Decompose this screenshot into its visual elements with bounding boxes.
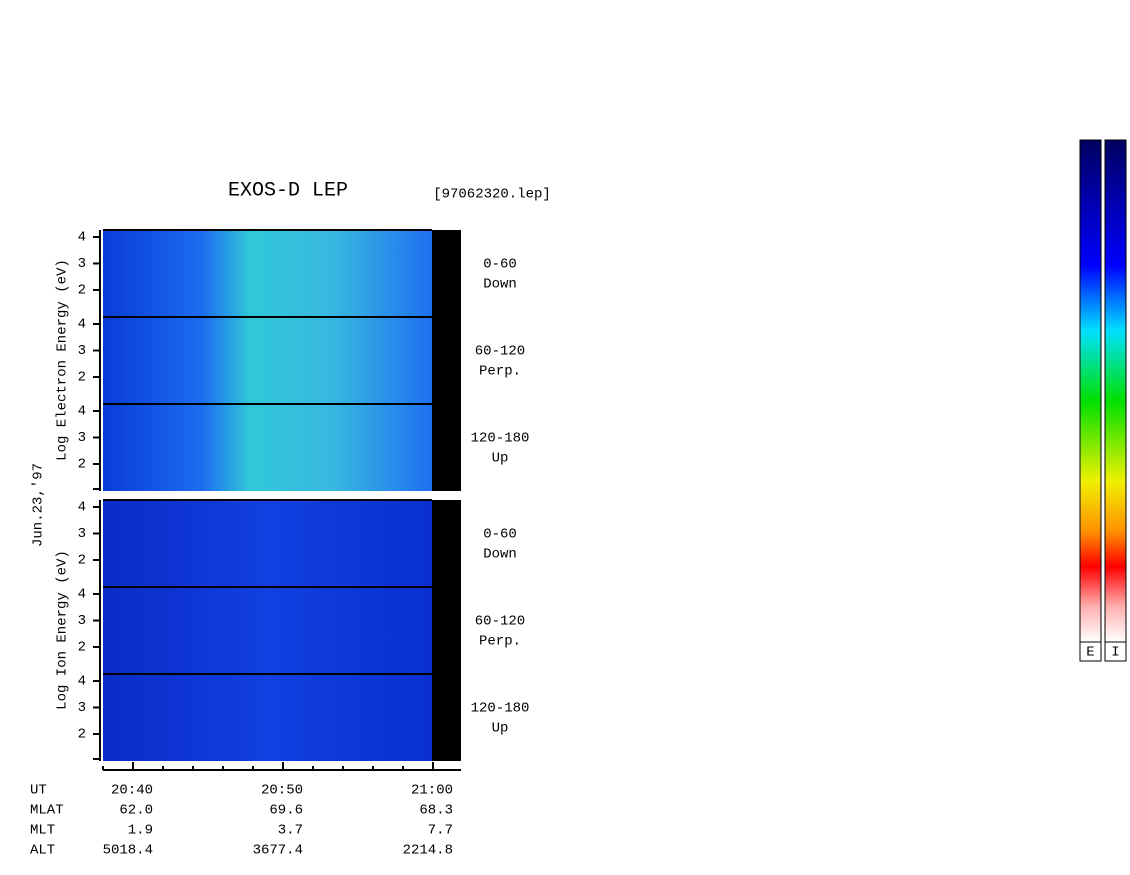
y-tick-label: 4 bbox=[78, 317, 86, 333]
ephemeris-label: MLAT bbox=[30, 803, 64, 819]
spectrogram bbox=[103, 230, 432, 317]
no-data bbox=[432, 500, 461, 587]
y-tick-label: 3 bbox=[78, 613, 86, 629]
ephemeris-value: 5018.4 bbox=[103, 843, 153, 859]
y-tick-label: 3 bbox=[78, 256, 86, 272]
color-bar-label: E bbox=[1086, 645, 1094, 661]
y-tick-label: 4 bbox=[78, 500, 86, 516]
ephemeris-value: 2214.8 bbox=[403, 843, 453, 859]
pitch-direction: Up bbox=[492, 721, 509, 737]
spectrogram bbox=[103, 587, 432, 674]
ephemeris-value: 1.9 bbox=[128, 823, 153, 839]
ephemeris-value: 62.0 bbox=[119, 803, 153, 819]
color-bar bbox=[1079, 139, 1102, 643]
ephemeris-value: 20:50 bbox=[261, 783, 303, 799]
pitch-direction: Perp. bbox=[479, 364, 521, 380]
color-bar bbox=[1104, 139, 1127, 643]
electron-axis-label: Log Electron Energy (eV) bbox=[55, 259, 71, 461]
y-tick-label: 2 bbox=[78, 457, 86, 473]
color-bar-box bbox=[1079, 641, 1102, 662]
pitch-range: 120-180 bbox=[471, 431, 530, 447]
spectrogram bbox=[103, 674, 432, 761]
y-tick-label: 3 bbox=[78, 526, 86, 542]
spectrogram bbox=[103, 404, 432, 491]
ephemeris-value: 3677.4 bbox=[253, 843, 303, 859]
y-tick-label: 2 bbox=[78, 370, 86, 386]
color-bar-label: I bbox=[1111, 645, 1119, 661]
title: EXOS-D LEP bbox=[228, 179, 348, 202]
ion-axis-label: Log Ion Energy (eV) bbox=[55, 550, 71, 710]
no-data bbox=[432, 674, 461, 761]
pitch-direction: Down bbox=[483, 547, 517, 563]
color-bar-box bbox=[1104, 641, 1127, 662]
ephemeris-label: ALT bbox=[30, 843, 55, 859]
y-tick-label: 4 bbox=[78, 587, 86, 603]
no-data bbox=[432, 317, 461, 404]
pitch-direction: Perp. bbox=[479, 634, 521, 650]
ephemeris-value: 7.7 bbox=[428, 823, 453, 839]
y-tick-label: 2 bbox=[78, 553, 86, 569]
ephemeris-value: 69.6 bbox=[269, 803, 303, 819]
pitch-direction: Down bbox=[483, 277, 517, 293]
pitch-range: 0-60 bbox=[483, 257, 517, 273]
pitch-range: 0-60 bbox=[483, 527, 517, 543]
file-name: [97062320.lep] bbox=[433, 187, 551, 203]
pitch-range: 60-120 bbox=[475, 614, 525, 630]
ephemeris-value: 3.7 bbox=[278, 823, 303, 839]
no-data bbox=[432, 230, 461, 317]
ephemeris-value: 20:40 bbox=[111, 783, 153, 799]
y-tick-label: 4 bbox=[78, 674, 86, 690]
y-tick-label: 3 bbox=[78, 700, 86, 716]
y-tick-label: 3 bbox=[78, 343, 86, 359]
pitch-direction: Up bbox=[492, 451, 509, 467]
spectrogram bbox=[103, 317, 432, 404]
ephemeris-label: UT bbox=[30, 783, 47, 799]
pitch-range: 120-180 bbox=[471, 701, 530, 717]
ephemeris-value: 68.3 bbox=[419, 803, 453, 819]
pitch-range: 60-120 bbox=[475, 344, 525, 360]
ephemeris-value: 21:00 bbox=[411, 783, 453, 799]
y-tick-label: 3 bbox=[78, 430, 86, 446]
y-tick-label: 2 bbox=[78, 640, 86, 656]
y-tick-label: 4 bbox=[78, 404, 86, 420]
y-tick-label: 2 bbox=[78, 727, 86, 743]
date: Jun.23,'97 bbox=[31, 463, 47, 547]
y-tick-label: 4 bbox=[78, 230, 86, 246]
no-data bbox=[432, 404, 461, 491]
ephemeris-label: MLT bbox=[30, 823, 55, 839]
y-tick-label: 2 bbox=[78, 283, 86, 299]
spectrogram bbox=[103, 500, 432, 587]
no-data bbox=[432, 587, 461, 674]
